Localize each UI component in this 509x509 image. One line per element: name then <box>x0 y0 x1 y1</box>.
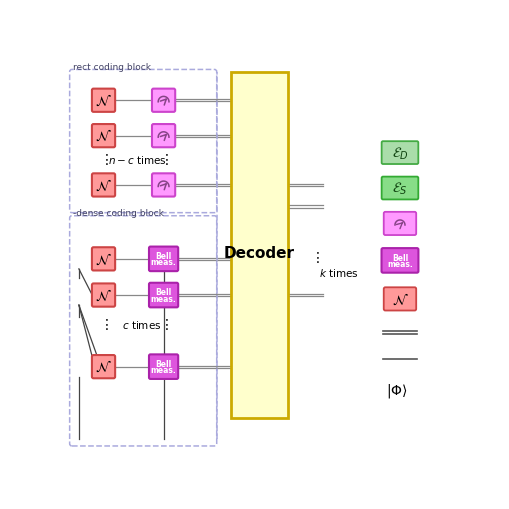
Text: rect coding block: rect coding block <box>73 63 151 72</box>
FancyBboxPatch shape <box>92 248 115 271</box>
Text: $n - c$ times: $n - c$ times <box>108 153 166 165</box>
Text: meas.: meas. <box>151 294 176 303</box>
Text: meas.: meas. <box>151 258 176 267</box>
Text: $c$ times: $c$ times <box>121 318 161 330</box>
Text: $\mathcal{N}$: $\mathcal{N}$ <box>95 359 111 375</box>
FancyBboxPatch shape <box>381 142 417 165</box>
Text: Bell: Bell <box>391 253 407 262</box>
Text: $\vdots$: $\vdots$ <box>310 249 320 265</box>
FancyBboxPatch shape <box>92 174 115 197</box>
FancyBboxPatch shape <box>92 355 115 379</box>
Text: $\mathcal{N}$: $\mathcal{N}$ <box>95 252 111 267</box>
FancyBboxPatch shape <box>92 284 115 307</box>
FancyBboxPatch shape <box>149 283 178 308</box>
FancyBboxPatch shape <box>383 212 415 236</box>
FancyBboxPatch shape <box>149 355 178 379</box>
Text: $\vdots$: $\vdots$ <box>99 152 108 167</box>
FancyBboxPatch shape <box>152 125 175 148</box>
Text: $\vdots$: $\vdots$ <box>99 317 108 331</box>
FancyBboxPatch shape <box>152 174 175 197</box>
Text: meas.: meas. <box>386 260 412 268</box>
FancyBboxPatch shape <box>92 125 115 148</box>
Text: $\mathcal{E}_D$: $\mathcal{E}_D$ <box>391 145 408 161</box>
Text: $|\Phi\rangle$: $|\Phi\rangle$ <box>385 381 407 399</box>
FancyBboxPatch shape <box>381 177 417 200</box>
FancyBboxPatch shape <box>383 288 415 311</box>
Text: $\vdots$: $\vdots$ <box>158 152 168 167</box>
Text: Bell: Bell <box>155 359 172 369</box>
FancyBboxPatch shape <box>149 247 178 272</box>
Text: $\mathcal{N}$: $\mathcal{N}$ <box>95 288 111 303</box>
Text: Bell: Bell <box>155 288 172 297</box>
FancyBboxPatch shape <box>381 248 417 273</box>
Text: $k$ times: $k$ times <box>319 266 358 278</box>
Text: $\mathcal{N}$: $\mathcal{N}$ <box>391 292 408 307</box>
Text: $\mathcal{E}_S$: $\mathcal{E}_S$ <box>391 181 407 197</box>
Text: Decoder: Decoder <box>223 246 294 261</box>
Text: $\vdots$: $\vdots$ <box>158 317 168 331</box>
Text: $\mathcal{N}$: $\mathcal{N}$ <box>95 178 111 193</box>
Text: -dense coding block: -dense coding block <box>73 209 164 218</box>
Text: $\mathcal{N}$: $\mathcal{N}$ <box>95 129 111 144</box>
Text: $\mathcal{N}$: $\mathcal{N}$ <box>95 93 111 109</box>
FancyBboxPatch shape <box>230 73 288 418</box>
Text: meas.: meas. <box>151 365 176 375</box>
FancyBboxPatch shape <box>92 90 115 112</box>
Text: Bell: Bell <box>155 252 172 261</box>
FancyBboxPatch shape <box>152 90 175 112</box>
